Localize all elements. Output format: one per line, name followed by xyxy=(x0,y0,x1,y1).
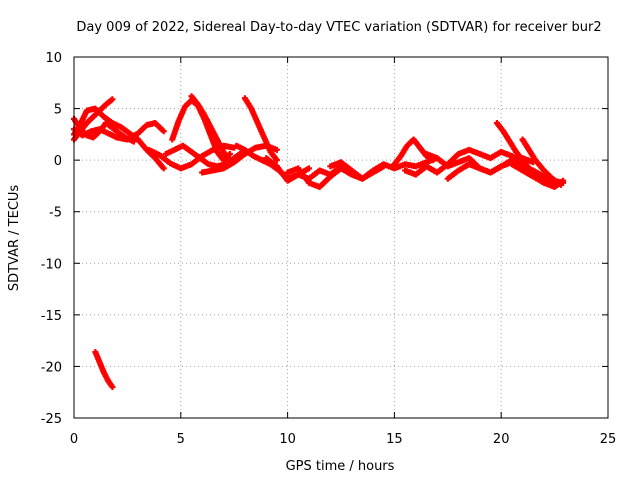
data-point xyxy=(305,165,312,172)
series-arc-5 xyxy=(92,348,116,391)
data-point xyxy=(109,384,116,391)
data-point xyxy=(560,177,567,184)
y-axis-label: SDTVAR / TECUs xyxy=(7,185,22,292)
axis-ticks: 0 5 10 15 20 25 -25 -20 -15 -10 -5 0 5 10 xyxy=(41,51,617,447)
series-arc-8 xyxy=(188,93,233,166)
y-tick-label: -5 xyxy=(49,206,62,221)
y-tick-label: -20 xyxy=(41,360,62,375)
x-tick-label: 15 xyxy=(386,432,403,447)
series-arc-4 xyxy=(71,115,137,145)
data-point xyxy=(109,96,116,103)
grid-lines xyxy=(74,57,608,418)
series-arc-22 xyxy=(519,136,565,188)
data-points xyxy=(71,93,567,391)
data-point xyxy=(273,157,280,164)
series-arc-15 xyxy=(327,155,441,182)
data-point xyxy=(160,128,167,135)
data-point xyxy=(160,165,167,172)
x-tick-label: 10 xyxy=(279,432,296,447)
y-tick-label: 5 xyxy=(54,103,62,118)
y-tick-label: -15 xyxy=(41,309,62,324)
plot-frame xyxy=(73,56,609,419)
chart-title: Day 009 of 2022, Sidereal Day-to-day VTE… xyxy=(76,20,601,35)
y-tick-label: 10 xyxy=(45,51,62,66)
data-point xyxy=(273,146,280,153)
y-tick-label: -25 xyxy=(41,412,62,427)
data-point xyxy=(558,181,565,188)
series-arc-11 xyxy=(241,95,280,164)
x-tick-label: 20 xyxy=(493,432,510,447)
y-tick-label: -10 xyxy=(41,257,62,272)
y-tick-label: 0 xyxy=(54,154,62,169)
x-tick-label: 5 xyxy=(177,432,185,447)
x-axis-label: GPS time / hours xyxy=(286,459,395,474)
x-tick-label: 25 xyxy=(600,432,617,447)
x-tick-label: 0 xyxy=(70,432,78,447)
data-point xyxy=(130,138,137,145)
